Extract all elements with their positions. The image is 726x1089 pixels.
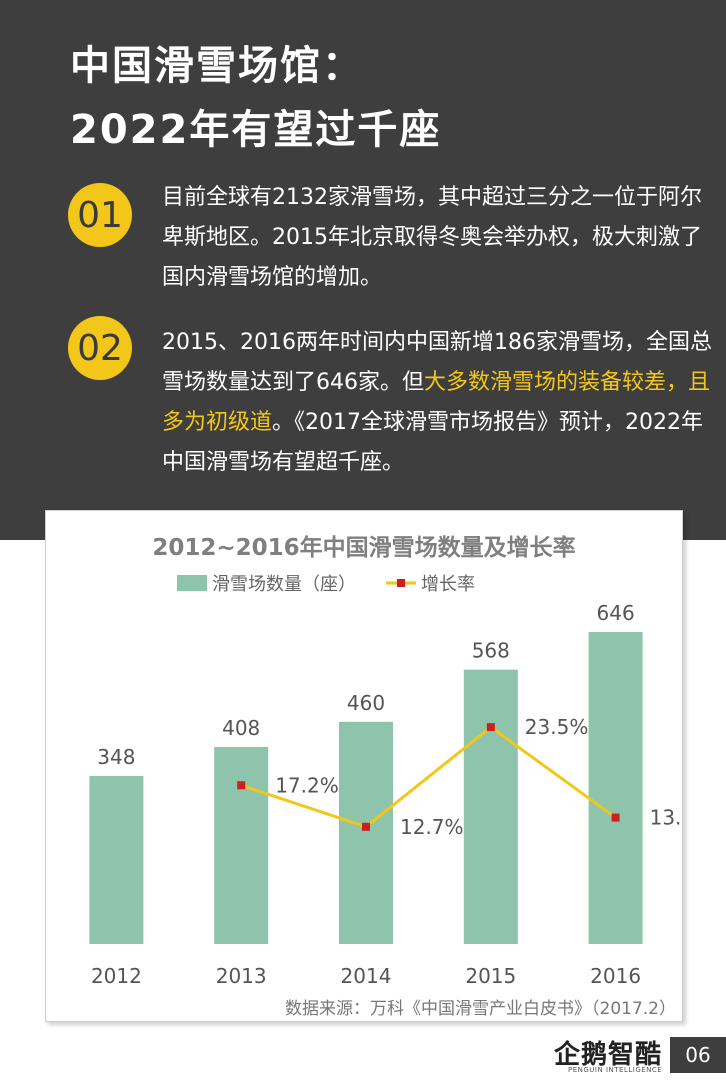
x-tick-label-2016: 2016 <box>590 964 641 988</box>
header-panel <box>0 0 726 540</box>
bar-value-label-2013: 408 <box>222 716 260 740</box>
point-2-highlight-segment: 大多数滑雪场的装备较差，且多为初级道 <box>162 370 711 435</box>
legend-line-label: 增长率 <box>421 574 475 595</box>
point-1-number-badge: 01 <box>68 183 132 247</box>
bar-2015 <box>463 669 518 944</box>
chart-title: 2012~2016年中国滑雪场数量及增长率 <box>152 534 575 561</box>
page-number: 06 <box>670 1037 726 1073</box>
growth-rate-line <box>240 725 617 829</box>
point-2-text: 2015、2016两年时间内中国新增186家滑雪场，全国总雪场数量达到了646家… <box>162 323 714 483</box>
x-tick-label-2014: 2014 <box>341 964 392 988</box>
legend-line-marker <box>397 579 405 587</box>
bar-value-label-2012: 348 <box>97 745 135 769</box>
bar-2016 <box>588 632 643 944</box>
chart-source: 数据来源：万科《中国滑雪产业白皮书》（2017.2） <box>285 999 676 1019</box>
chart-card: 2012~2016年中国滑雪场数量及增长率滑雪场数量（座） 增长率 348 2012 4… <box>45 510 683 1022</box>
bar-2013 <box>214 746 269 944</box>
bar-value-label-2016: 646 <box>597 601 635 625</box>
growth-label-2015: 23.5% <box>525 715 589 739</box>
point-2-segment: 。《2017全球滑雪市场报告》预计，2022年中国滑雪场有望超千座。 <box>162 410 703 475</box>
x-tick-label-2012: 2012 <box>91 964 142 988</box>
bar-2014 <box>339 721 393 944</box>
logo: 企鹅智酷 <box>554 1040 663 1070</box>
x-tick-label-2015: 2015 <box>465 964 516 988</box>
growth-point-2014 <box>362 822 370 831</box>
growth-label-2014: 12.7% <box>400 815 464 839</box>
point-1-segment: 目前全球有2132家滑雪场，其中超过三分之一位于阿尔卑斯地区。2015年北京取得… <box>162 185 702 290</box>
legend-bar-swatch <box>177 575 207 591</box>
growth-point-2015 <box>486 723 495 732</box>
bar-2012 <box>89 775 144 944</box>
page-title-line2: 2022年有望过千座 <box>70 107 442 153</box>
bar-value-label-2014: 460 <box>347 691 385 715</box>
point-2-number-badge: 02 <box>68 316 132 380</box>
growth-label-2016: 13.7% <box>650 806 682 830</box>
growth-point-2013 <box>237 781 246 790</box>
x-tick-label-2013: 2013 <box>216 964 267 988</box>
legend-bar-label: 滑雪场数量（座） <box>212 574 356 595</box>
point-1-text: 目前全球有2132家滑雪场，其中超过三分之一位于阿尔卑斯地区。2015年北京取得… <box>162 178 714 298</box>
growth-point-2016 <box>611 813 620 822</box>
page-title-line1: 中国滑雪场馆： <box>70 43 364 89</box>
growth-label-2013: 17.2% <box>275 773 339 797</box>
logo-subtitle: PENGUIN INTELLIGENCE <box>568 1066 663 1074</box>
footer <box>0 1040 726 1089</box>
bar-value-label-2015: 568 <box>472 639 510 663</box>
point-2-segment: 2015、2016两年时间内中国新增186家滑雪场，全国总雪场数量达到了646家… <box>162 330 712 395</box>
